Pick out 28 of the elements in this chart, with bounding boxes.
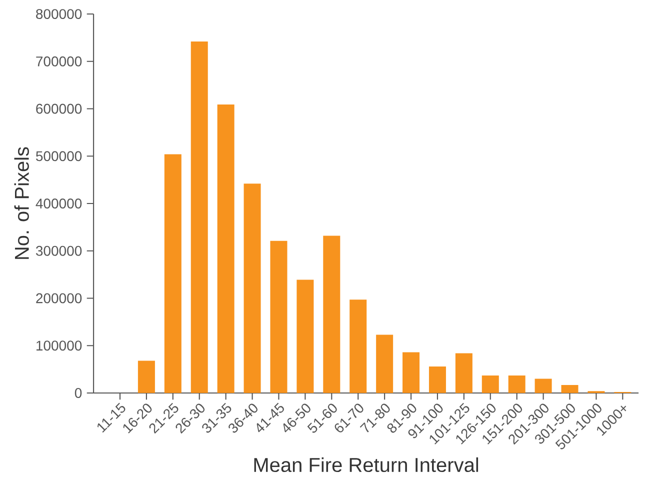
- y-tick-label: 200000: [36, 293, 82, 304]
- y-axis-title: No. of Pixels: [14, 147, 29, 259]
- bar: [534, 378, 552, 393]
- bar: [428, 366, 446, 393]
- y-tick-label: 700000: [36, 56, 82, 66]
- y-tick-label: 600000: [36, 104, 82, 114]
- bar: [350, 300, 367, 393]
- y-tick-label: 500000: [36, 151, 82, 162]
- y-tick-label: 0: [74, 388, 82, 398]
- bar: [561, 384, 578, 393]
- x-axis-title: Mean Fire Return Interval: [254, 457, 478, 472]
- bar: [164, 154, 182, 393]
- y-tick-label: 100000: [36, 340, 82, 351]
- bar: [482, 375, 499, 393]
- y-tick-label: 800000: [36, 9, 82, 19]
- bar: [323, 236, 340, 393]
- bar: [190, 41, 208, 393]
- y-tick-label: 400000: [36, 198, 82, 208]
- bar: [138, 360, 155, 393]
- bar: [508, 375, 526, 393]
- bar: [402, 352, 420, 393]
- bar: [296, 280, 314, 393]
- y-tick-label: 300000: [36, 246, 82, 256]
- bar: [376, 334, 394, 393]
- bar: [244, 184, 261, 393]
- bar: [270, 240, 288, 393]
- bar: [217, 104, 234, 393]
- bar: [455, 353, 472, 393]
